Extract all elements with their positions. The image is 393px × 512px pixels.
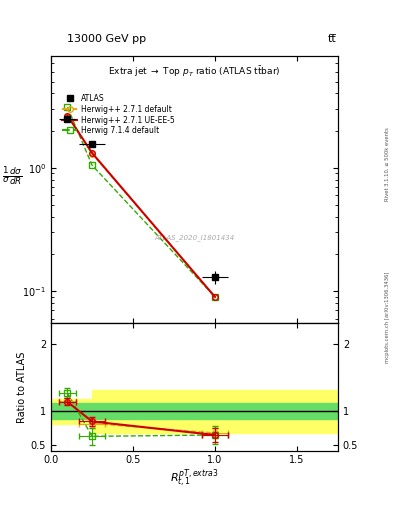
Text: mcplots.cern.ch [arXiv:1306.3436]: mcplots.cern.ch [arXiv:1306.3436] xyxy=(385,272,390,363)
Text: tt̅: tt̅ xyxy=(327,33,336,44)
Legend: ATLAS, Herwig++ 2.7.1 default, Herwig++ 2.7.1 UE-EE-5, Herwig 7.1.4 default: ATLAS, Herwig++ 2.7.1 default, Herwig++ … xyxy=(61,92,176,137)
Text: Extra jet $\rightarrow$ Top $p_{T}$ ratio (ATLAS t$\bar{\rm t}$bar): Extra jet $\rightarrow$ Top $p_{T}$ rati… xyxy=(108,65,281,79)
Y-axis label: Ratio to ATLAS: Ratio to ATLAS xyxy=(17,351,27,423)
Text: Rivet 3.1.10, ≥ 500k events: Rivet 3.1.10, ≥ 500k events xyxy=(385,127,390,201)
X-axis label: $R_{t,1}^{pT,extra3}$: $R_{t,1}^{pT,extra3}$ xyxy=(170,468,219,490)
Y-axis label: $\frac{1}{\sigma}\frac{d\sigma}{dR}$: $\frac{1}{\sigma}\frac{d\sigma}{dR}$ xyxy=(2,165,22,187)
Text: 13000 GeV pp: 13000 GeV pp xyxy=(67,33,146,44)
Text: ATLAS_2020_I1801434: ATLAS_2020_I1801434 xyxy=(154,234,235,241)
